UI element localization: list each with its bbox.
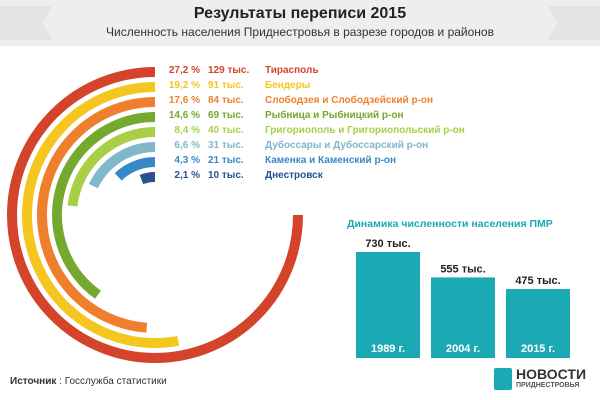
legend-name: Днестровск bbox=[265, 170, 323, 181]
legend-value: 31 тыс. bbox=[208, 140, 244, 151]
dynamics-category-label: 1989 г. bbox=[371, 343, 405, 355]
header-band: Результаты переписи 2015 Численность нас… bbox=[0, 0, 600, 46]
ring-bar bbox=[67, 127, 156, 207]
legend-name: Рыбница и Рыбницкий р-он bbox=[265, 110, 404, 121]
dynamics-value-label: 730 тыс. bbox=[365, 238, 410, 250]
source-text: Госслужба статистики bbox=[64, 376, 167, 387]
legend-percent: 17,6 % bbox=[168, 95, 200, 106]
source-separator: : bbox=[56, 376, 65, 387]
logo-word-novosti: НОВОСТИ bbox=[516, 366, 587, 382]
legend-percent: 27,2 % bbox=[168, 65, 200, 76]
legend-name: Каменка и Каменский р-он bbox=[265, 155, 397, 166]
legend-percent: 6,6 % bbox=[174, 140, 200, 151]
dynamics-bar bbox=[431, 277, 495, 358]
logo-mark-icon bbox=[494, 368, 512, 390]
legend-value: 129 тыс. bbox=[208, 65, 250, 76]
ring-bar bbox=[139, 172, 156, 185]
logo-word-pridnestrovya: ПРИДНЕСТРОВЬЯ bbox=[516, 382, 580, 389]
legend-value: 21 тыс. bbox=[208, 155, 244, 166]
dynamics-bar bbox=[506, 289, 570, 358]
legend-percent: 8,4 % bbox=[174, 125, 200, 136]
source-note: Источник : Госслужба статистики bbox=[10, 376, 167, 387]
legend-value: 10 тыс. bbox=[208, 170, 244, 181]
ring-bar bbox=[88, 142, 156, 189]
dynamics-chart-title: Динамика численности населения ПМР bbox=[347, 218, 553, 230]
source-label: Источник bbox=[10, 376, 57, 387]
legend-value: 69 тыс. bbox=[208, 110, 244, 121]
legend-name: Тирасполь bbox=[265, 65, 319, 76]
page-title: Результаты переписи 2015 bbox=[193, 5, 407, 22]
legend-percent: 4,3 % bbox=[174, 155, 200, 166]
dynamics-category-label: 2015 г. bbox=[521, 343, 555, 355]
news-logo: НОВОСТИ ПРИДНЕСТРОВЬЯ bbox=[494, 366, 600, 396]
dynamics-category-label: 2004 г. bbox=[446, 343, 480, 355]
ring-bar bbox=[37, 97, 156, 333]
dynamics-bar bbox=[356, 252, 420, 358]
ring-bar bbox=[114, 157, 156, 181]
legend-name: Слободзея и Слободзейский р-он bbox=[265, 95, 434, 106]
legend-value: 91 тыс. bbox=[208, 80, 244, 91]
legend-value: 40 тыс. bbox=[208, 125, 244, 136]
legend-name: Дубоссары и Дубоссарский р-он bbox=[265, 140, 429, 151]
legend-name: Бендеры bbox=[265, 80, 311, 91]
legend-percent: 14,6 % bbox=[168, 110, 200, 121]
dynamics-value-label: 475 тыс. bbox=[515, 275, 560, 287]
legend-name: Григориополь и Григориопольский р-он bbox=[265, 125, 465, 136]
page-subtitle: Численность населения Приднестровья в ра… bbox=[106, 25, 494, 39]
ring-bar bbox=[52, 112, 156, 299]
ring-bar bbox=[7, 67, 303, 363]
legend-value: 84 тыс. bbox=[208, 95, 244, 106]
ring-bar bbox=[22, 82, 180, 348]
dynamics-value-label: 555 тыс. bbox=[440, 263, 485, 275]
legend-percent: 2,1 % bbox=[174, 170, 200, 181]
legend-percent: 19,2 % bbox=[168, 80, 200, 91]
